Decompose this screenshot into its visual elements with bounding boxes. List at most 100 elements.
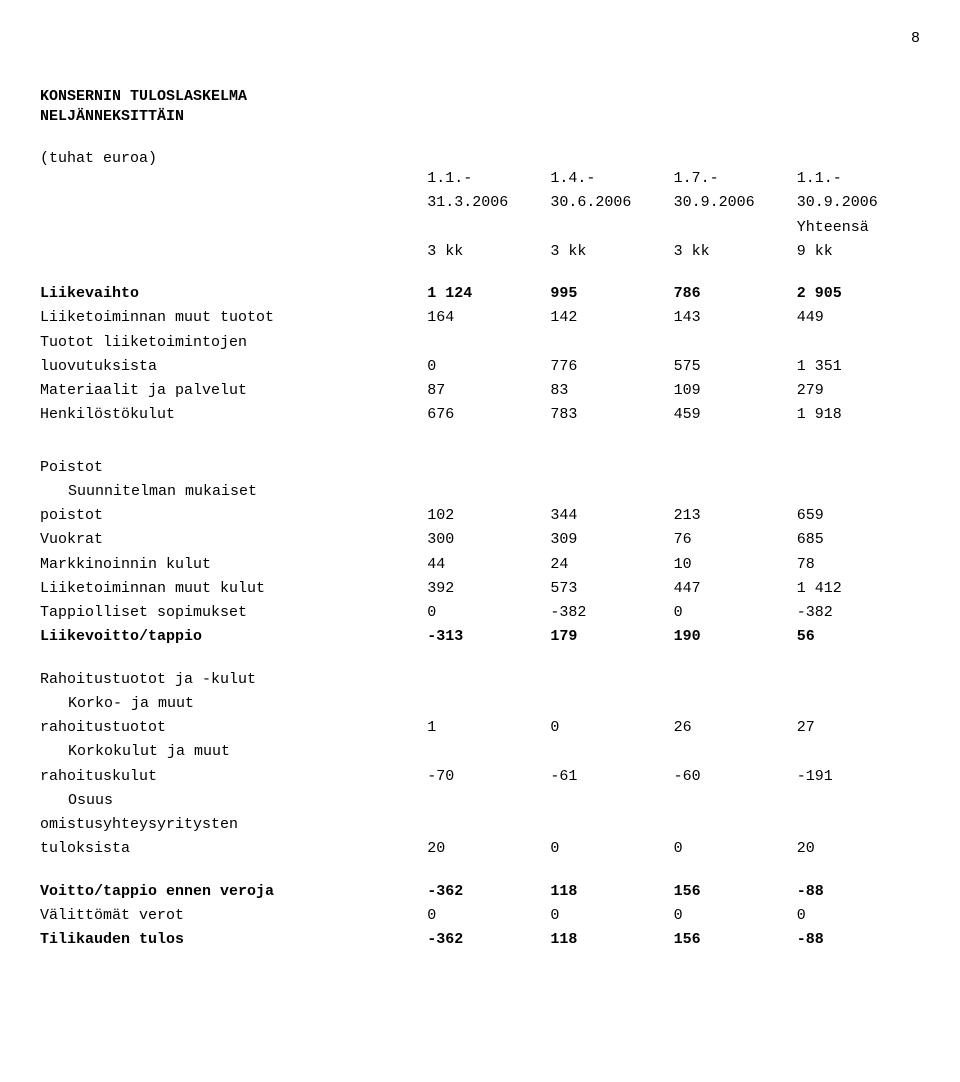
- label: Tuotot liiketoimintojen: [40, 331, 427, 355]
- cell: 1 412: [797, 577, 920, 601]
- income-statement-table: 1.1.- 1.4.- 1.7.- 1.1.- 31.3.2006 30.6.2…: [40, 167, 920, 952]
- cell: -362: [427, 928, 550, 952]
- cell: 10: [674, 553, 797, 577]
- row-tuloksista: tuloksista 20 0 0 20: [40, 837, 920, 861]
- cell: 0: [427, 601, 550, 625]
- row-rahoituskulut: rahoituskulut -70 -61 -60 -191: [40, 765, 920, 789]
- cell: 0: [427, 355, 550, 379]
- cell: 26: [674, 716, 797, 740]
- cell: -88: [797, 928, 920, 952]
- period-3a: 1.7.-: [674, 167, 797, 191]
- cell: 76: [674, 528, 797, 552]
- kk-3: 3 kk: [674, 240, 797, 264]
- cell: 309: [550, 528, 673, 552]
- kk-1: 3 kk: [427, 240, 550, 264]
- period-3b: 30.9.2006: [674, 191, 797, 215]
- cell: 786: [674, 282, 797, 306]
- label: poistot: [40, 504, 427, 528]
- cell: 20: [797, 837, 920, 861]
- cell: 20: [427, 837, 550, 861]
- cell: 118: [550, 928, 673, 952]
- label: Liiketoiminnan muut kulut: [40, 577, 427, 601]
- row-tappiolliset: Tappiolliset sopimukset 0 -382 0 -382: [40, 601, 920, 625]
- kk-2: 3 kk: [550, 240, 673, 264]
- cell: 783: [550, 403, 673, 427]
- label-liikevaihto: Liikevaihto: [40, 282, 427, 306]
- row-materiaalit: Materiaalit ja palvelut 87 83 109 279: [40, 379, 920, 403]
- period-1a: 1.1.-: [427, 167, 550, 191]
- row-poistot-val: poistot 102 344 213 659: [40, 504, 920, 528]
- cell: 190: [674, 625, 797, 649]
- label: Välittömät verot: [40, 904, 427, 928]
- row-liikevoitto: Liikevoitto/tappio -313 179 190 56: [40, 625, 920, 649]
- header-row-kk: 3 kk 3 kk 3 kk 9 kk: [40, 240, 920, 264]
- period-4a: 1.1.-: [797, 167, 920, 191]
- row-rahoitustuotot-val: rahoitustuotot 1 0 26 27: [40, 716, 920, 740]
- row-korko-ja-muut: Korko- ja muut: [40, 692, 920, 716]
- cell: 0: [550, 837, 673, 861]
- row-liiketoiminnan-kulut: Liiketoiminnan muut kulut 392 573 447 1 …: [40, 577, 920, 601]
- row-voitto-tappio: Voitto/tappio ennen veroja -362 118 156 …: [40, 880, 920, 904]
- cell: 776: [550, 355, 673, 379]
- row-henkilostokulut: Henkilöstökulut 676 783 459 1 918: [40, 403, 920, 427]
- cell: 1 351: [797, 355, 920, 379]
- cell: 83: [550, 379, 673, 403]
- page-number: 8: [40, 30, 920, 47]
- label: Liiketoiminnan muut tuotot: [40, 306, 427, 330]
- cell: 1 124: [427, 282, 550, 306]
- label: Korko- ja muut: [40, 692, 427, 716]
- cell: -313: [427, 625, 550, 649]
- cell: 676: [427, 403, 550, 427]
- cell: 459: [674, 403, 797, 427]
- label: Vuokrat: [40, 528, 427, 552]
- cell: 685: [797, 528, 920, 552]
- row-liikevaihto: Liikevaihto 1 124 995 786 2 905: [40, 282, 920, 306]
- label: Henkilöstökulut: [40, 403, 427, 427]
- cell: 279: [797, 379, 920, 403]
- cell: 56: [797, 625, 920, 649]
- label: luovutuksista: [40, 355, 427, 379]
- cell: 995: [550, 282, 673, 306]
- row-rahoitustuotot-header: Rahoitustuotot ja -kulut: [40, 668, 920, 692]
- cell: 164: [427, 306, 550, 330]
- title-line-2: NELJÄNNEKSITTÄIN: [40, 107, 920, 127]
- label: Osuus: [40, 789, 427, 813]
- label: Korkokulut ja muut: [40, 740, 427, 764]
- cell: 659: [797, 504, 920, 528]
- row-osuus: Osuus: [40, 789, 920, 813]
- cell: 109: [674, 379, 797, 403]
- cell: 0: [674, 601, 797, 625]
- cell: 44: [427, 553, 550, 577]
- cell: 0: [550, 904, 673, 928]
- row-korkokulut-ja-muut: Korkokulut ja muut: [40, 740, 920, 764]
- cell: 0: [797, 904, 920, 928]
- cell: 300: [427, 528, 550, 552]
- cell: 573: [550, 577, 673, 601]
- header-row-periods2: 31.3.2006 30.6.2006 30.9.2006 30.9.2006: [40, 191, 920, 215]
- cell: 449: [797, 306, 920, 330]
- row-omistusyhteys: omistusyhteysyritysten: [40, 813, 920, 837]
- row-liiketoiminnan-tuotot: Liiketoiminnan muut tuotot 164 142 143 4…: [40, 306, 920, 330]
- label: Rahoitustuotot ja -kulut: [40, 668, 427, 692]
- period-2b: 30.6.2006: [550, 191, 673, 215]
- cell: 143: [674, 306, 797, 330]
- period-1b: 31.3.2006: [427, 191, 550, 215]
- cell: 1: [427, 716, 550, 740]
- label: Suunnitelman mukaiset: [40, 480, 427, 504]
- cell: 156: [674, 880, 797, 904]
- cell: 156: [674, 928, 797, 952]
- cell: -61: [550, 765, 673, 789]
- label: rahoitustuotot: [40, 716, 427, 740]
- cell: 0: [427, 904, 550, 928]
- row-valittomat: Välittömät verot 0 0 0 0: [40, 904, 920, 928]
- cell: 142: [550, 306, 673, 330]
- kk-4: 9 kk: [797, 240, 920, 264]
- label: omistusyhteysyritysten: [40, 813, 427, 837]
- cell: 392: [427, 577, 550, 601]
- title-line-1: KONSERNIN TULOSLASKELMA: [40, 87, 920, 107]
- period-2a: 1.4.-: [550, 167, 673, 191]
- cell: 575: [674, 355, 797, 379]
- label: Voitto/tappio ennen veroja: [40, 880, 427, 904]
- cell: -362: [427, 880, 550, 904]
- label: rahoituskulut: [40, 765, 427, 789]
